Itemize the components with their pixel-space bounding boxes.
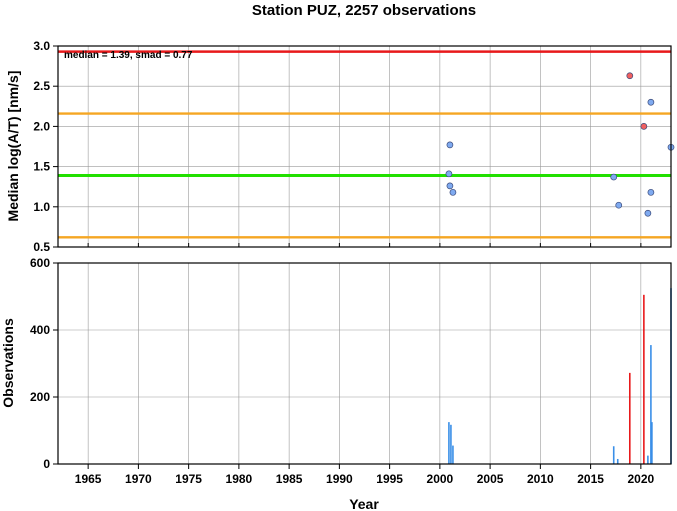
bottom-y-axis-label: Observations bbox=[0, 318, 16, 408]
observation-bar bbox=[616, 458, 619, 464]
bottom-plot-frame bbox=[57, 262, 672, 465]
top-plot-background bbox=[58, 46, 671, 247]
x-tick-label: 1970 bbox=[125, 472, 152, 486]
observation-bar bbox=[647, 455, 649, 464]
observation-bar bbox=[628, 372, 631, 464]
observation-bar bbox=[450, 424, 452, 464]
data-point bbox=[445, 170, 453, 178]
x-tick-label: 1980 bbox=[226, 472, 253, 486]
data-point bbox=[647, 188, 655, 196]
data-point bbox=[446, 141, 454, 149]
top-y-tick-label: 1.0 bbox=[33, 200, 50, 214]
top-plot-frame bbox=[57, 45, 672, 248]
chart-title: Station PUZ, 2257 observations bbox=[252, 2, 476, 19]
x-tick-label: 1985 bbox=[276, 472, 303, 486]
bottom-y-tick-label: 200 bbox=[30, 390, 50, 404]
observation-bar bbox=[643, 294, 645, 464]
x-tick-label: 2015 bbox=[577, 472, 604, 486]
x-tick-label: 2005 bbox=[477, 472, 504, 486]
data-point bbox=[615, 201, 623, 209]
bottom-y-tick-label: 600 bbox=[30, 256, 50, 270]
observation-bar bbox=[452, 445, 454, 464]
top-y-tick-label: 2.5 bbox=[33, 79, 50, 93]
bottom-y-tick-label: 0 bbox=[43, 457, 50, 471]
data-point bbox=[644, 209, 652, 217]
data-point bbox=[446, 182, 454, 190]
x-tick-label: 1990 bbox=[326, 472, 353, 486]
observation-bar bbox=[448, 422, 450, 464]
bottom-plot-background bbox=[58, 263, 671, 464]
observation-bar bbox=[651, 422, 653, 464]
x-tick-label: 1975 bbox=[175, 472, 202, 486]
data-point bbox=[449, 188, 457, 196]
data-point bbox=[647, 98, 655, 106]
top-y-tick-label: 1.5 bbox=[33, 160, 50, 174]
data-point bbox=[610, 173, 618, 181]
bottom-x-ticks: 1965 1970 1975 1980 1985 1990 1995 2000 2005 2010… bbox=[75, 243, 655, 486]
x-tick-label: 1995 bbox=[376, 472, 403, 486]
stats-annotation: median = 1.39, smad = 0.77 bbox=[64, 50, 193, 61]
bottom-panel: 0 200 400 600 1965 1970 1975 1980 1985 1990 1995 2… bbox=[0, 243, 672, 511]
x-tick-label: 2020 bbox=[628, 472, 655, 486]
top-y-tick-label: 2.0 bbox=[33, 119, 50, 133]
observation-bar bbox=[612, 446, 615, 464]
top-y-tick-label: 0.5 bbox=[33, 240, 50, 254]
x-axis-label: Year bbox=[349, 496, 379, 511]
bottom-y-tick-label: 400 bbox=[30, 323, 50, 337]
x-tick-label: 1965 bbox=[75, 472, 102, 486]
top-y-ticks: 0.5 1.0 1.5 2.0 2.5 3.0 bbox=[33, 39, 58, 254]
x-tick-label: 2000 bbox=[427, 472, 454, 486]
top-y-tick-label: 3.0 bbox=[33, 39, 50, 53]
top-y-axis-label: Median log(A/T) [nm/s] bbox=[5, 71, 21, 222]
top-data-points bbox=[445, 72, 675, 217]
data-point bbox=[626, 72, 634, 80]
top-panel: 0.5 1.0 1.5 2.0 2.5 3.0 median = 1.39, smad =… bbox=[5, 39, 675, 254]
x-tick-label: 2010 bbox=[527, 472, 554, 486]
bottom-y-ticks: 0 200 400 600 bbox=[30, 256, 58, 471]
top-reference-lines bbox=[58, 50, 671, 239]
data-point bbox=[640, 123, 648, 130]
observation-bar bbox=[650, 345, 652, 464]
